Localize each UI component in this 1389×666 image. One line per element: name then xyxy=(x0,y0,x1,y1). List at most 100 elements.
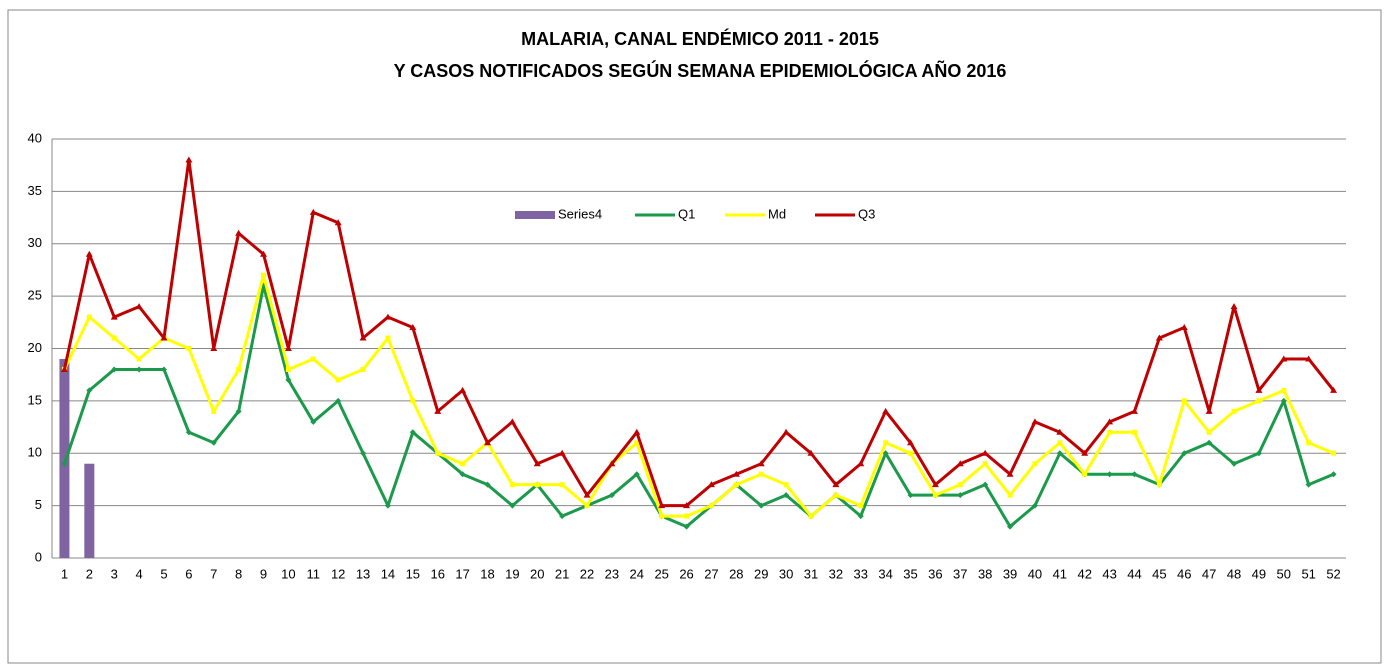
marker xyxy=(981,449,989,456)
marker xyxy=(1255,450,1262,457)
x-tick-label: 37 xyxy=(953,566,967,581)
x-tick-label: 32 xyxy=(829,566,843,581)
x-tick-label: 28 xyxy=(729,566,743,581)
marker xyxy=(1006,470,1014,477)
line xyxy=(62,158,1335,508)
marker xyxy=(1057,440,1063,446)
marker xyxy=(1206,439,1213,446)
marker xyxy=(335,377,341,383)
marker xyxy=(1106,418,1114,425)
chart-title: MALARIA, CANAL ENDÉMICO 2011 - 2015 xyxy=(521,28,879,49)
marker xyxy=(932,492,938,498)
marker xyxy=(186,346,192,351)
marker xyxy=(509,502,516,509)
marker xyxy=(1231,460,1238,467)
marker xyxy=(85,250,93,257)
marker xyxy=(310,418,317,425)
marker xyxy=(1181,398,1187,404)
marker xyxy=(60,365,68,372)
x-tick-label: 2 xyxy=(86,566,93,581)
x-tick-label: 18 xyxy=(480,566,494,581)
marker xyxy=(1230,303,1238,310)
x-tick-label: 1 xyxy=(61,566,68,581)
marker xyxy=(857,513,864,520)
marker xyxy=(559,482,565,488)
marker xyxy=(1106,471,1113,478)
marker xyxy=(858,503,864,509)
legend-label: Md xyxy=(768,206,786,221)
marker xyxy=(683,523,690,530)
marker xyxy=(1031,418,1039,425)
legend-label: Q1 xyxy=(678,206,695,221)
x-tick-label: 49 xyxy=(1252,566,1266,581)
marker xyxy=(732,470,740,477)
legend-swatch xyxy=(515,211,555,219)
marker xyxy=(235,229,243,236)
x-tick-label: 40 xyxy=(1028,566,1042,581)
marker xyxy=(285,376,292,383)
marker xyxy=(1255,386,1263,393)
y-tick-label: 0 xyxy=(35,549,42,564)
marker xyxy=(1280,397,1287,404)
marker xyxy=(558,449,566,456)
marker xyxy=(559,513,566,520)
marker xyxy=(658,502,666,509)
x-tick-label: 14 xyxy=(381,566,395,581)
marker xyxy=(384,502,391,509)
bar xyxy=(84,463,95,558)
line xyxy=(63,284,1335,529)
x-tick-label: 43 xyxy=(1102,566,1116,581)
marker xyxy=(61,460,68,467)
marker xyxy=(807,449,815,456)
line xyxy=(63,273,1335,518)
y-tick-label: 25 xyxy=(28,288,42,303)
marker xyxy=(758,471,764,477)
marker xyxy=(261,272,267,278)
marker xyxy=(1256,398,1262,404)
marker xyxy=(384,313,392,320)
y-tick-label: 30 xyxy=(28,235,42,250)
marker xyxy=(684,513,690,519)
marker xyxy=(882,407,890,414)
marker xyxy=(633,471,640,478)
marker xyxy=(1281,387,1287,393)
marker xyxy=(1305,355,1313,362)
marker xyxy=(857,460,865,467)
x-tick-label: 6 xyxy=(185,566,192,581)
marker xyxy=(410,398,416,404)
marker xyxy=(160,334,168,341)
marker xyxy=(783,492,790,499)
x-tick-label: 17 xyxy=(455,566,469,581)
x-tick-label: 39 xyxy=(1003,566,1017,581)
marker xyxy=(608,492,615,499)
marker xyxy=(135,303,143,310)
marker xyxy=(1206,429,1212,435)
marker xyxy=(211,408,217,414)
marker xyxy=(882,450,889,457)
marker xyxy=(335,397,342,404)
x-tick-label: 48 xyxy=(1227,566,1241,581)
x-tick-label: 35 xyxy=(903,566,917,581)
marker xyxy=(434,407,442,414)
marker xyxy=(360,450,367,457)
marker xyxy=(185,429,192,436)
marker xyxy=(185,156,193,163)
x-tick-label: 10 xyxy=(281,566,295,581)
x-tick-label: 16 xyxy=(430,566,444,581)
marker xyxy=(509,482,515,488)
x-tick-label: 23 xyxy=(605,566,619,581)
marker xyxy=(733,482,739,488)
x-tick-label: 20 xyxy=(530,566,544,581)
marker xyxy=(385,335,391,341)
marker xyxy=(1031,502,1038,509)
marker xyxy=(210,439,217,446)
marker xyxy=(409,429,416,436)
marker xyxy=(659,513,665,519)
marker xyxy=(260,250,268,257)
bar xyxy=(59,358,70,558)
marker xyxy=(86,314,92,320)
marker xyxy=(1032,461,1038,467)
marker xyxy=(1306,440,1312,446)
x-tick-label: 45 xyxy=(1152,566,1166,581)
